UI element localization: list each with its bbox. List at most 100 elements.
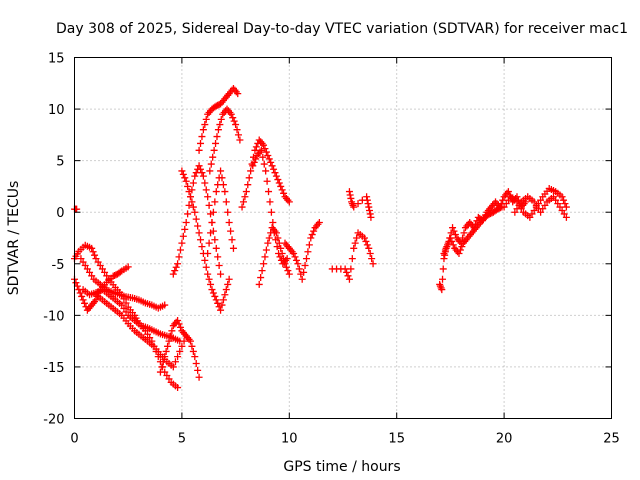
data-point xyxy=(285,198,293,206)
data-point xyxy=(265,234,273,242)
x-tick-label: 20 xyxy=(496,432,513,447)
data-point xyxy=(561,200,569,208)
data-point xyxy=(345,275,353,283)
data-point xyxy=(437,284,445,292)
data-point xyxy=(368,255,376,263)
data-point xyxy=(363,196,371,204)
data-point xyxy=(158,363,166,371)
data-point xyxy=(315,219,323,227)
data-point xyxy=(224,280,232,288)
data-point xyxy=(262,167,270,175)
axis-ticks: 0 5 10 15 20 25 -20 -15 -10 -5 0 5 10 15 xyxy=(43,52,620,447)
data-point xyxy=(446,234,454,242)
data-point xyxy=(91,251,99,259)
data-point xyxy=(214,299,222,307)
data-point xyxy=(272,172,280,180)
data-point xyxy=(251,146,259,154)
data-point xyxy=(204,270,212,278)
data-point xyxy=(250,158,258,166)
data-point xyxy=(189,347,197,355)
data-point xyxy=(176,323,184,331)
data-point xyxy=(194,366,202,374)
data-point xyxy=(346,191,354,199)
data-point xyxy=(161,301,169,309)
data-point xyxy=(471,220,479,228)
data-point xyxy=(304,248,312,256)
data-point xyxy=(455,249,463,257)
data-point xyxy=(294,260,302,268)
data-point xyxy=(263,177,271,185)
data-point xyxy=(176,246,184,254)
data-point xyxy=(260,141,268,149)
data-point xyxy=(261,145,269,153)
data-point xyxy=(233,126,241,134)
data-point xyxy=(182,219,190,227)
data-point xyxy=(280,255,288,263)
data-point xyxy=(365,203,373,211)
data-point xyxy=(171,358,179,366)
data-point xyxy=(207,280,215,288)
data-point xyxy=(300,268,308,276)
data-point xyxy=(188,342,196,350)
data-point xyxy=(178,167,186,175)
data-point xyxy=(277,244,285,252)
data-point xyxy=(211,292,219,300)
data-point xyxy=(171,267,179,275)
data-point xyxy=(440,249,448,257)
data-point xyxy=(198,169,206,177)
data-point xyxy=(178,342,186,350)
data-point xyxy=(274,234,282,242)
data-point xyxy=(272,229,280,237)
data-point xyxy=(252,155,260,163)
data-point xyxy=(249,162,257,170)
y-tick-label: -15 xyxy=(43,361,64,376)
data-point xyxy=(227,110,235,118)
data-point xyxy=(194,222,202,230)
data-point xyxy=(262,148,270,156)
data-point xyxy=(181,225,189,233)
data-point xyxy=(213,133,221,141)
data-point xyxy=(258,267,266,275)
data-point xyxy=(208,219,216,227)
data-point xyxy=(439,265,447,273)
data-point xyxy=(310,227,318,235)
data-point xyxy=(366,210,374,218)
data-point xyxy=(257,274,265,282)
data-point xyxy=(224,208,232,216)
data-point xyxy=(89,248,97,256)
data-point xyxy=(217,270,225,278)
data-point xyxy=(222,286,230,294)
data-point xyxy=(202,263,210,271)
data-point xyxy=(562,203,570,211)
data-point xyxy=(449,224,457,232)
data-point xyxy=(209,289,217,297)
data-point xyxy=(189,203,197,211)
data-point xyxy=(178,239,186,247)
data-point xyxy=(267,158,275,166)
data-point xyxy=(181,174,189,182)
data-point xyxy=(72,279,80,287)
data-point xyxy=(264,151,272,159)
data-point xyxy=(260,260,268,268)
data-point xyxy=(244,181,252,189)
data-point xyxy=(192,215,200,223)
data-point xyxy=(207,160,215,168)
x-tick-label: 10 xyxy=(281,432,298,447)
data-point xyxy=(367,213,375,221)
data-point xyxy=(470,224,478,232)
data-point xyxy=(156,368,164,376)
data-point xyxy=(295,265,303,273)
data-point xyxy=(162,347,170,355)
data-point xyxy=(191,353,199,361)
data-point xyxy=(268,162,276,170)
data-point xyxy=(260,160,268,168)
data-point xyxy=(298,275,306,283)
data-point xyxy=(349,201,357,209)
y-tick-label: 10 xyxy=(48,103,65,118)
data-point xyxy=(88,244,96,252)
data-point xyxy=(241,193,249,201)
data-point xyxy=(264,239,272,247)
data-point xyxy=(205,275,213,283)
data-point xyxy=(205,201,213,209)
data-point xyxy=(164,342,172,350)
